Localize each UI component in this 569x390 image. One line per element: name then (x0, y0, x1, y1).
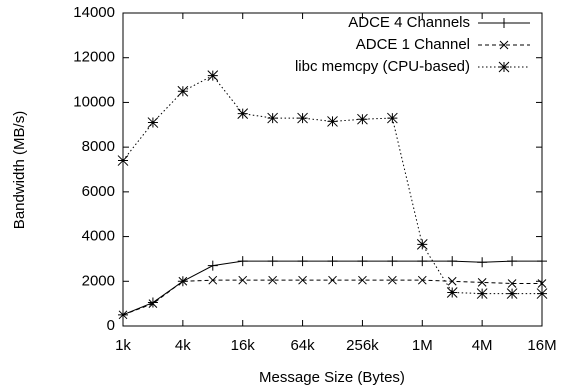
data-marker (117, 155, 129, 166)
data-marker (477, 257, 488, 268)
data-marker (297, 112, 308, 124)
legend-marker (499, 40, 509, 50)
y-tick-label: 10000 (73, 93, 115, 110)
data-marker (357, 113, 368, 125)
y-tick-label: 4000 (82, 228, 115, 245)
data-marker (327, 256, 338, 267)
legend-label: ADCE 1 Channel (356, 36, 470, 53)
data-marker (507, 256, 518, 267)
data-marker (208, 275, 218, 285)
data-marker (536, 288, 548, 299)
legend-marker (498, 61, 510, 73)
data-marker (358, 275, 367, 285)
y-tick-label: 12000 (73, 49, 115, 66)
data-marker (447, 256, 458, 267)
data-marker (207, 260, 218, 271)
data-marker (447, 276, 457, 286)
data-marker (238, 275, 248, 285)
legend-label: libc memcpy (CPU-based) (295, 58, 470, 75)
data-marker (207, 70, 219, 81)
data-marker (328, 275, 337, 285)
x-tick-label: 16k (231, 337, 256, 354)
data-marker (416, 239, 428, 250)
x-tick-label: 4M (472, 337, 493, 354)
x-axis-label: Message Size (Bytes) (259, 369, 405, 386)
data-marker (118, 310, 128, 320)
data-marker (476, 288, 488, 299)
data-marker (147, 297, 158, 308)
y-tick-label: 14000 (73, 4, 115, 21)
data-marker (147, 117, 159, 128)
data-marker (417, 256, 428, 267)
x-tick-label: 4k (175, 337, 191, 354)
series-line (122, 260, 542, 316)
legend-marker (499, 18, 509, 28)
data-marker (388, 275, 397, 285)
x-tick-label: 64k (290, 337, 315, 354)
data-marker (268, 275, 277, 285)
y-axis-label: Bandwidth (MB/s) (11, 111, 28, 229)
plot-frame (122, 12, 543, 327)
data-marker (267, 112, 278, 124)
y-tick-label: 8000 (82, 138, 115, 155)
data-marker (387, 256, 398, 267)
data-marker (417, 275, 427, 285)
data-marker (178, 276, 188, 286)
data-marker (237, 256, 248, 267)
data-marker (327, 116, 338, 127)
data-marker (537, 279, 547, 288)
data-marker (477, 278, 487, 287)
data-marker (297, 256, 308, 267)
data-marker (387, 112, 398, 124)
y-tick-label: 0 (107, 317, 115, 334)
y-tick-label: 6000 (82, 183, 115, 200)
data-marker (177, 85, 189, 97)
data-marker (506, 288, 518, 299)
legend-label: ADCE 4 Channels (348, 14, 470, 31)
data-marker (537, 256, 547, 267)
x-tick-label: 16M (527, 337, 556, 354)
x-tick-label: 1k (115, 337, 131, 354)
x-tick-label: 1M (412, 337, 433, 354)
data-marker (148, 299, 158, 308)
data-marker (267, 256, 278, 267)
y-tick-label: 2000 (82, 272, 115, 289)
x-tick-label: 256k (346, 337, 379, 354)
data-marker (237, 108, 249, 119)
data-marker (298, 275, 307, 285)
data-marker (507, 279, 517, 288)
data-marker (357, 256, 368, 267)
data-marker (446, 287, 458, 298)
